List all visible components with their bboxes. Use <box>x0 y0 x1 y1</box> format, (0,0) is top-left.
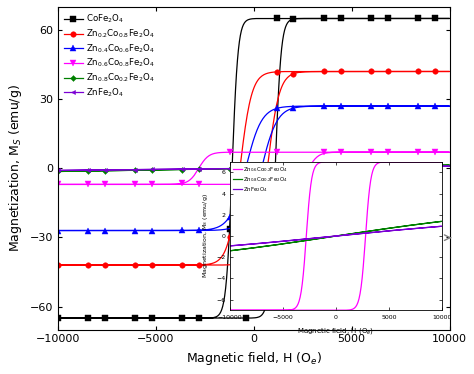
CoFe$_2$O$_4$ <box>339 16 345 21</box>
Zn$_{0.2}$Co$_{0.8}$Fe$_2$O$_4$ <box>103 263 109 267</box>
Zn$_{0.8}$Co$_{0.2}$Fe$_2$O$_4$ <box>383 164 389 168</box>
Zn$_{0.8}$Co$_{0.2}$Fe$_2$O$_4$ <box>103 169 109 173</box>
Zn$_{0.8}$Co$_{0.2}$Fe$_2$O$_4$ <box>362 164 368 169</box>
Zn$_{0.4}$Co$_{0.6}$Fe$_2$O$_4$ <box>383 104 389 108</box>
Zn$_{0.4}$Co$_{0.6}$Fe$_2$O$_4$ <box>447 104 452 108</box>
Zn$_{0.6}$Co$_{0.8}$Fe$_2$O$_4$ <box>339 150 345 154</box>
ZnFe$_2$O$_4$ <box>383 165 389 169</box>
Legend: CoFe$_2$O$_4$, Zn$_{0.2}$Co$_{0.8}$Fe$_2$O$_4$, Zn$_{0.4}$Co$_{0.6}$Fe$_2$O$_4$,: CoFe$_2$O$_4$, Zn$_{0.2}$Co$_{0.8}$Fe$_2… <box>62 11 157 101</box>
Line: Zn$_{0.6}$Co$_{0.8}$Fe$_2$O$_4$: Zn$_{0.6}$Co$_{0.8}$Fe$_2$O$_4$ <box>55 149 452 187</box>
Zn$_{0.8}$Co$_{0.2}$Fe$_2$O$_4$ <box>447 163 452 167</box>
Zn$_{0.8}$Co$_{0.2}$Fe$_2$O$_4$ <box>55 169 61 174</box>
Zn$_{0.4}$Co$_{0.6}$Fe$_2$O$_4$ <box>339 104 345 108</box>
Line: CoFe$_2$O$_4$: CoFe$_2$O$_4$ <box>55 16 452 321</box>
Zn$_{0.6}$Co$_{0.8}$Fe$_2$O$_4$ <box>103 182 109 187</box>
Zn$_{0.2}$Co$_{0.8}$Fe$_2$O$_4$ <box>55 263 61 267</box>
Zn$_{0.4}$Co$_{0.6}$Fe$_2$O$_4$ <box>55 228 61 233</box>
Zn$_{0.2}$Co$_{0.8}$Fe$_2$O$_4$ <box>383 69 389 74</box>
CoFe$_2$O$_4$ <box>385 16 391 21</box>
Line: Zn$_{0.2}$Co$_{0.8}$Fe$_2$O$_4$: Zn$_{0.2}$Co$_{0.8}$Fe$_2$O$_4$ <box>55 69 452 268</box>
CoFe$_2$O$_4$ <box>362 16 368 21</box>
CoFe$_2$O$_4$ <box>163 316 169 321</box>
CoFe$_2$O$_4$ <box>55 316 61 321</box>
ZnFe$_2$O$_4$ <box>55 168 61 173</box>
Zn$_{0.8}$Co$_{0.2}$Fe$_2$O$_4$ <box>163 168 169 172</box>
ZnFe$_2$O$_4$ <box>339 165 345 169</box>
Zn$_{0.2}$Co$_{0.8}$Fe$_2$O$_4$ <box>244 118 249 123</box>
Zn$_{0.2}$Co$_{0.8}$Fe$_2$O$_4$ <box>362 69 368 74</box>
Zn$_{0.4}$Co$_{0.6}$Fe$_2$O$_4$ <box>55 228 61 233</box>
ZnFe$_2$O$_4$ <box>244 166 249 171</box>
Zn$_{0.2}$Co$_{0.8}$Fe$_2$O$_4$ <box>447 69 452 74</box>
CoFe$_2$O$_4$ <box>103 316 109 321</box>
Zn$_{0.6}$Co$_{0.8}$Fe$_2$O$_4$ <box>447 150 452 154</box>
CoFe$_2$O$_4$ <box>55 316 61 321</box>
ZnFe$_2$O$_4$ <box>362 165 368 169</box>
Zn$_{0.8}$Co$_{0.2}$Fe$_2$O$_4$ <box>339 165 345 169</box>
Zn$_{0.6}$Co$_{0.8}$Fe$_2$O$_4$ <box>163 182 169 187</box>
Zn$_{0.6}$Co$_{0.8}$Fe$_2$O$_4$ <box>362 150 368 154</box>
Zn$_{0.4}$Co$_{0.6}$Fe$_2$O$_4$ <box>103 228 109 233</box>
X-axis label: Magnetic field, H (O$_e$): Magnetic field, H (O$_e$) <box>186 350 321 367</box>
CoFe$_2$O$_4$ <box>244 19 249 23</box>
ZnFe$_2$O$_4$ <box>447 164 452 168</box>
Zn$_{0.4}$Co$_{0.6}$Fe$_2$O$_4$ <box>362 104 368 108</box>
Zn$_{0.4}$Co$_{0.6}$Fe$_2$O$_4$ <box>244 164 249 169</box>
Zn$_{0.8}$Co$_{0.2}$Fe$_2$O$_4$ <box>55 169 61 174</box>
Zn$_{0.8}$Co$_{0.2}$Fe$_2$O$_4$ <box>244 166 249 171</box>
Zn$_{0.6}$Co$_{0.8}$Fe$_2$O$_4$ <box>383 150 389 154</box>
ZnFe$_2$O$_4$ <box>103 168 109 172</box>
ZnFe$_2$O$_4$ <box>55 168 61 173</box>
Y-axis label: Magnetization, M$_S$ (emu/g): Magnetization, M$_S$ (emu/g) <box>7 85 24 252</box>
Zn$_{0.4}$Co$_{0.6}$Fe$_2$O$_4$ <box>163 228 169 233</box>
Line: ZnFe$_2$O$_4$: ZnFe$_2$O$_4$ <box>55 164 452 172</box>
Zn$_{0.2}$Co$_{0.8}$Fe$_2$O$_4$ <box>55 263 61 267</box>
CoFe$_2$O$_4$ <box>383 16 389 21</box>
Zn$_{0.6}$Co$_{0.8}$Fe$_2$O$_4$ <box>55 182 61 187</box>
Line: Zn$_{0.4}$Co$_{0.6}$Fe$_2$O$_4$: Zn$_{0.4}$Co$_{0.6}$Fe$_2$O$_4$ <box>55 103 452 233</box>
Line: Zn$_{0.8}$Co$_{0.2}$Fe$_2$O$_4$: Zn$_{0.8}$Co$_{0.2}$Fe$_2$O$_4$ <box>55 163 452 174</box>
Zn$_{0.2}$Co$_{0.8}$Fe$_2$O$_4$ <box>339 69 345 74</box>
Zn$_{0.6}$Co$_{0.8}$Fe$_2$O$_4$ <box>244 150 249 154</box>
ZnFe$_2$O$_4$ <box>163 167 169 172</box>
Zn$_{0.2}$Co$_{0.8}$Fe$_2$O$_4$ <box>163 263 169 267</box>
Zn$_{0.6}$Co$_{0.8}$Fe$_2$O$_4$ <box>55 182 61 187</box>
